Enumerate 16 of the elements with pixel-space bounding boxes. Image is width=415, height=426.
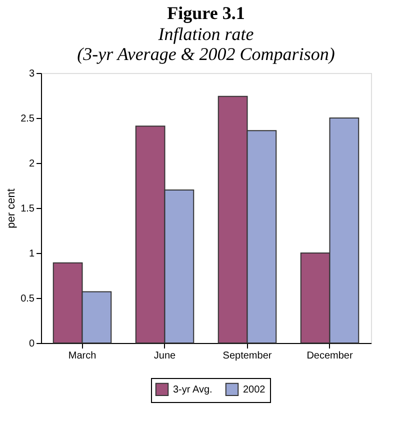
legend-label: 2002	[243, 384, 266, 396]
y-tick-label: 0.5	[20, 294, 35, 304]
y-axis-title: per cent	[6, 188, 18, 228]
y-tick-label: 1	[28, 248, 35, 260]
y-tick-label: 2	[28, 158, 35, 170]
x-tick-label: June	[154, 350, 176, 362]
chart-subtitle: Inflation rate (3-yr Average & 2002 Comparison)	[77, 24, 335, 64]
y-tick-label: 2.5	[20, 114, 35, 124]
y-tick-label: 1.5	[20, 204, 35, 214]
y-tick-label: 0	[28, 338, 35, 350]
chart-title: Figure 3.1	[167, 3, 245, 23]
legend-label: 3-yr Avg.	[173, 384, 212, 396]
x-tick-label: September	[222, 350, 272, 362]
y-tick-label: 3	[28, 68, 35, 80]
x-tick-label: March	[68, 350, 96, 362]
x-tick-label: December	[306, 350, 354, 362]
